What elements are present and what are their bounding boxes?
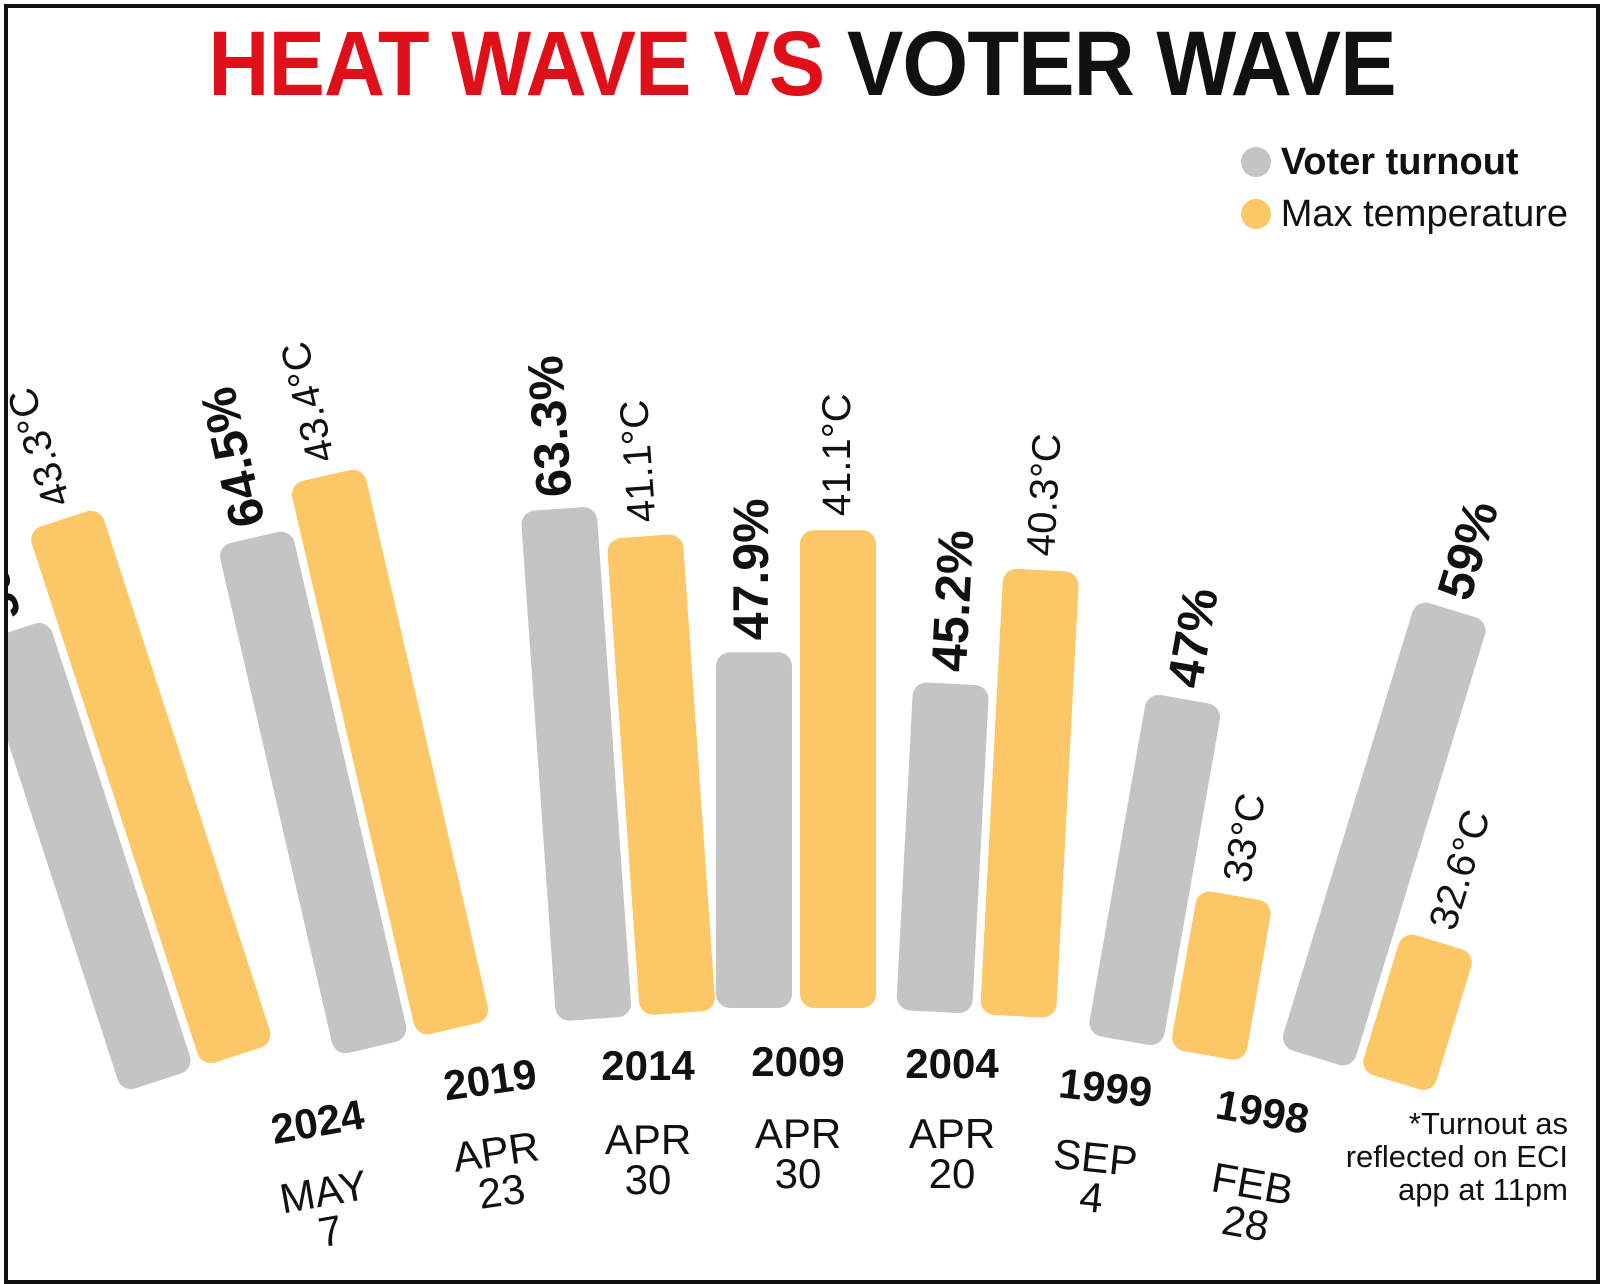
label-temperature-2014: 41.1°C (612, 398, 664, 524)
tick-date-2009: APR 30 (755, 1110, 841, 1197)
label-temperature-2024: 43.3°C (8, 382, 79, 512)
legend-swatch-turnout (1240, 147, 1271, 177)
tick-date-1998: FEB28 (1201, 1153, 1297, 1253)
tick-date-part: SEP (1051, 1130, 1139, 1186)
label-temperature-1999: 33°C (1215, 790, 1274, 886)
bar-group-1998: 59% 32.6°C (1282, 494, 1509, 1090)
bar-temperature-1999 (1172, 891, 1271, 1060)
tick-date-part: 30 (775, 1150, 822, 1197)
tick-date-2014: APR 30 (605, 1116, 691, 1203)
bar-turnout-1998 (1282, 602, 1486, 1066)
tick-year-2014: 2014 (601, 1042, 695, 1089)
bar-temperature-2009 (800, 530, 876, 1008)
tick-date-2004: APR 20 (909, 1110, 995, 1197)
tick-year-2004: 2004 (905, 1040, 999, 1087)
tick-date-1999: SEP4 (1047, 1130, 1140, 1225)
tick-year-1999: 1999 (1057, 1059, 1155, 1116)
bar-temperature-2014 (607, 534, 715, 1015)
chart-title: HEAT WAVE VS VOTER WAVE (72, 16, 1533, 113)
title-heat-wave: HEAT WAVE VS (208, 13, 825, 115)
footnote: *Turnout as reflected on ECI app at 11pm (1345, 1106, 1568, 1207)
label-turnout-2004: 45.2% (921, 529, 984, 674)
bar-turnout-2009 (716, 652, 792, 1008)
bar-temperature-1998 (1363, 934, 1472, 1090)
tick-date-part: 23 (475, 1165, 528, 1218)
tick-year-2019: 2019 (440, 1050, 539, 1110)
bar-temperature-2024 (31, 510, 271, 1064)
bar-chart: 59.51%*43.3°C 64.5%43.4°C 63.3% 41.1°C47.9%… (8, 338, 1509, 1262)
label-temperature-2009: 41.1°C (815, 393, 859, 516)
bar-group-2004: 45.2% 40.3°C (896, 432, 1079, 1018)
label-temperature-1998: 32.6°C (1421, 805, 1499, 935)
bar-group-1999: 47% 33°C (1089, 584, 1274, 1060)
label-temperature-2019: 43.4°C (273, 338, 343, 467)
tick-date-part: APR (909, 1110, 995, 1157)
bar-turnout-2004 (896, 682, 989, 1014)
tick-date-2024: MAY7 (276, 1161, 378, 1262)
label-turnout-2019: 64.5% (190, 382, 276, 533)
bar-turnout-2024 (8, 622, 191, 1090)
tick-year-2009: 2009 (751, 1038, 844, 1085)
bar-turnout-2014 (521, 507, 632, 1021)
bar-group-2024: 59.51%*43.3°C (8, 382, 271, 1090)
bar-temperature-2019 (292, 469, 489, 1035)
bar-turnout-2019 (220, 531, 407, 1054)
bar-turnout-1999 (1089, 694, 1221, 1046)
label-turnout-1998: 59% (1426, 494, 1509, 606)
legend-item-turnout: Voter turnout (1240, 136, 1568, 188)
bar-group-2014: 63.3% 41.1°C (517, 354, 715, 1021)
tick-date-part: 20 (929, 1150, 976, 1197)
tick-date-part: 4 (1077, 1173, 1105, 1222)
legend-label-turnout: Voter turnout (1280, 140, 1519, 183)
bar-temperature-2004 (980, 568, 1079, 1018)
label-temperature-2004: 40.3°C (1019, 432, 1069, 557)
title-voter-wave: VOTER WAVE (846, 13, 1397, 115)
legend: Voter turnout Max temperature (1240, 136, 1568, 240)
tick-year-2024: 2024 (267, 1090, 368, 1153)
tick-date-2019: APR23 (450, 1122, 548, 1220)
tick-date-part: APR (755, 1110, 841, 1157)
legend-swatch-temperature (1240, 199, 1271, 229)
legend-item-temperature: Max temperature (1240, 188, 1568, 240)
bar-group-2009: 47.9% 41.1°C (716, 393, 876, 1008)
legend-label-temperature: Max temperature (1280, 192, 1568, 235)
tick-year-1998: 1998 (1212, 1080, 1312, 1143)
label-turnout-2009: 47.9% (723, 498, 779, 640)
tick-date-part: 28 (1218, 1196, 1272, 1250)
label-turnout-1999: 47% (1156, 584, 1229, 692)
tick-date-part: 7 (315, 1206, 346, 1256)
label-turnout-2014: 63.3% (517, 354, 583, 499)
tick-date-part: 30 (625, 1156, 672, 1203)
tick-date-part: APR (605, 1116, 691, 1163)
chart-frame: HEAT WAVE VS VOTER WAVE 59.51%* 43.3°C 64.… (4, 4, 1600, 1284)
bar-group-2019: 64.5%43.4°C (190, 338, 489, 1054)
